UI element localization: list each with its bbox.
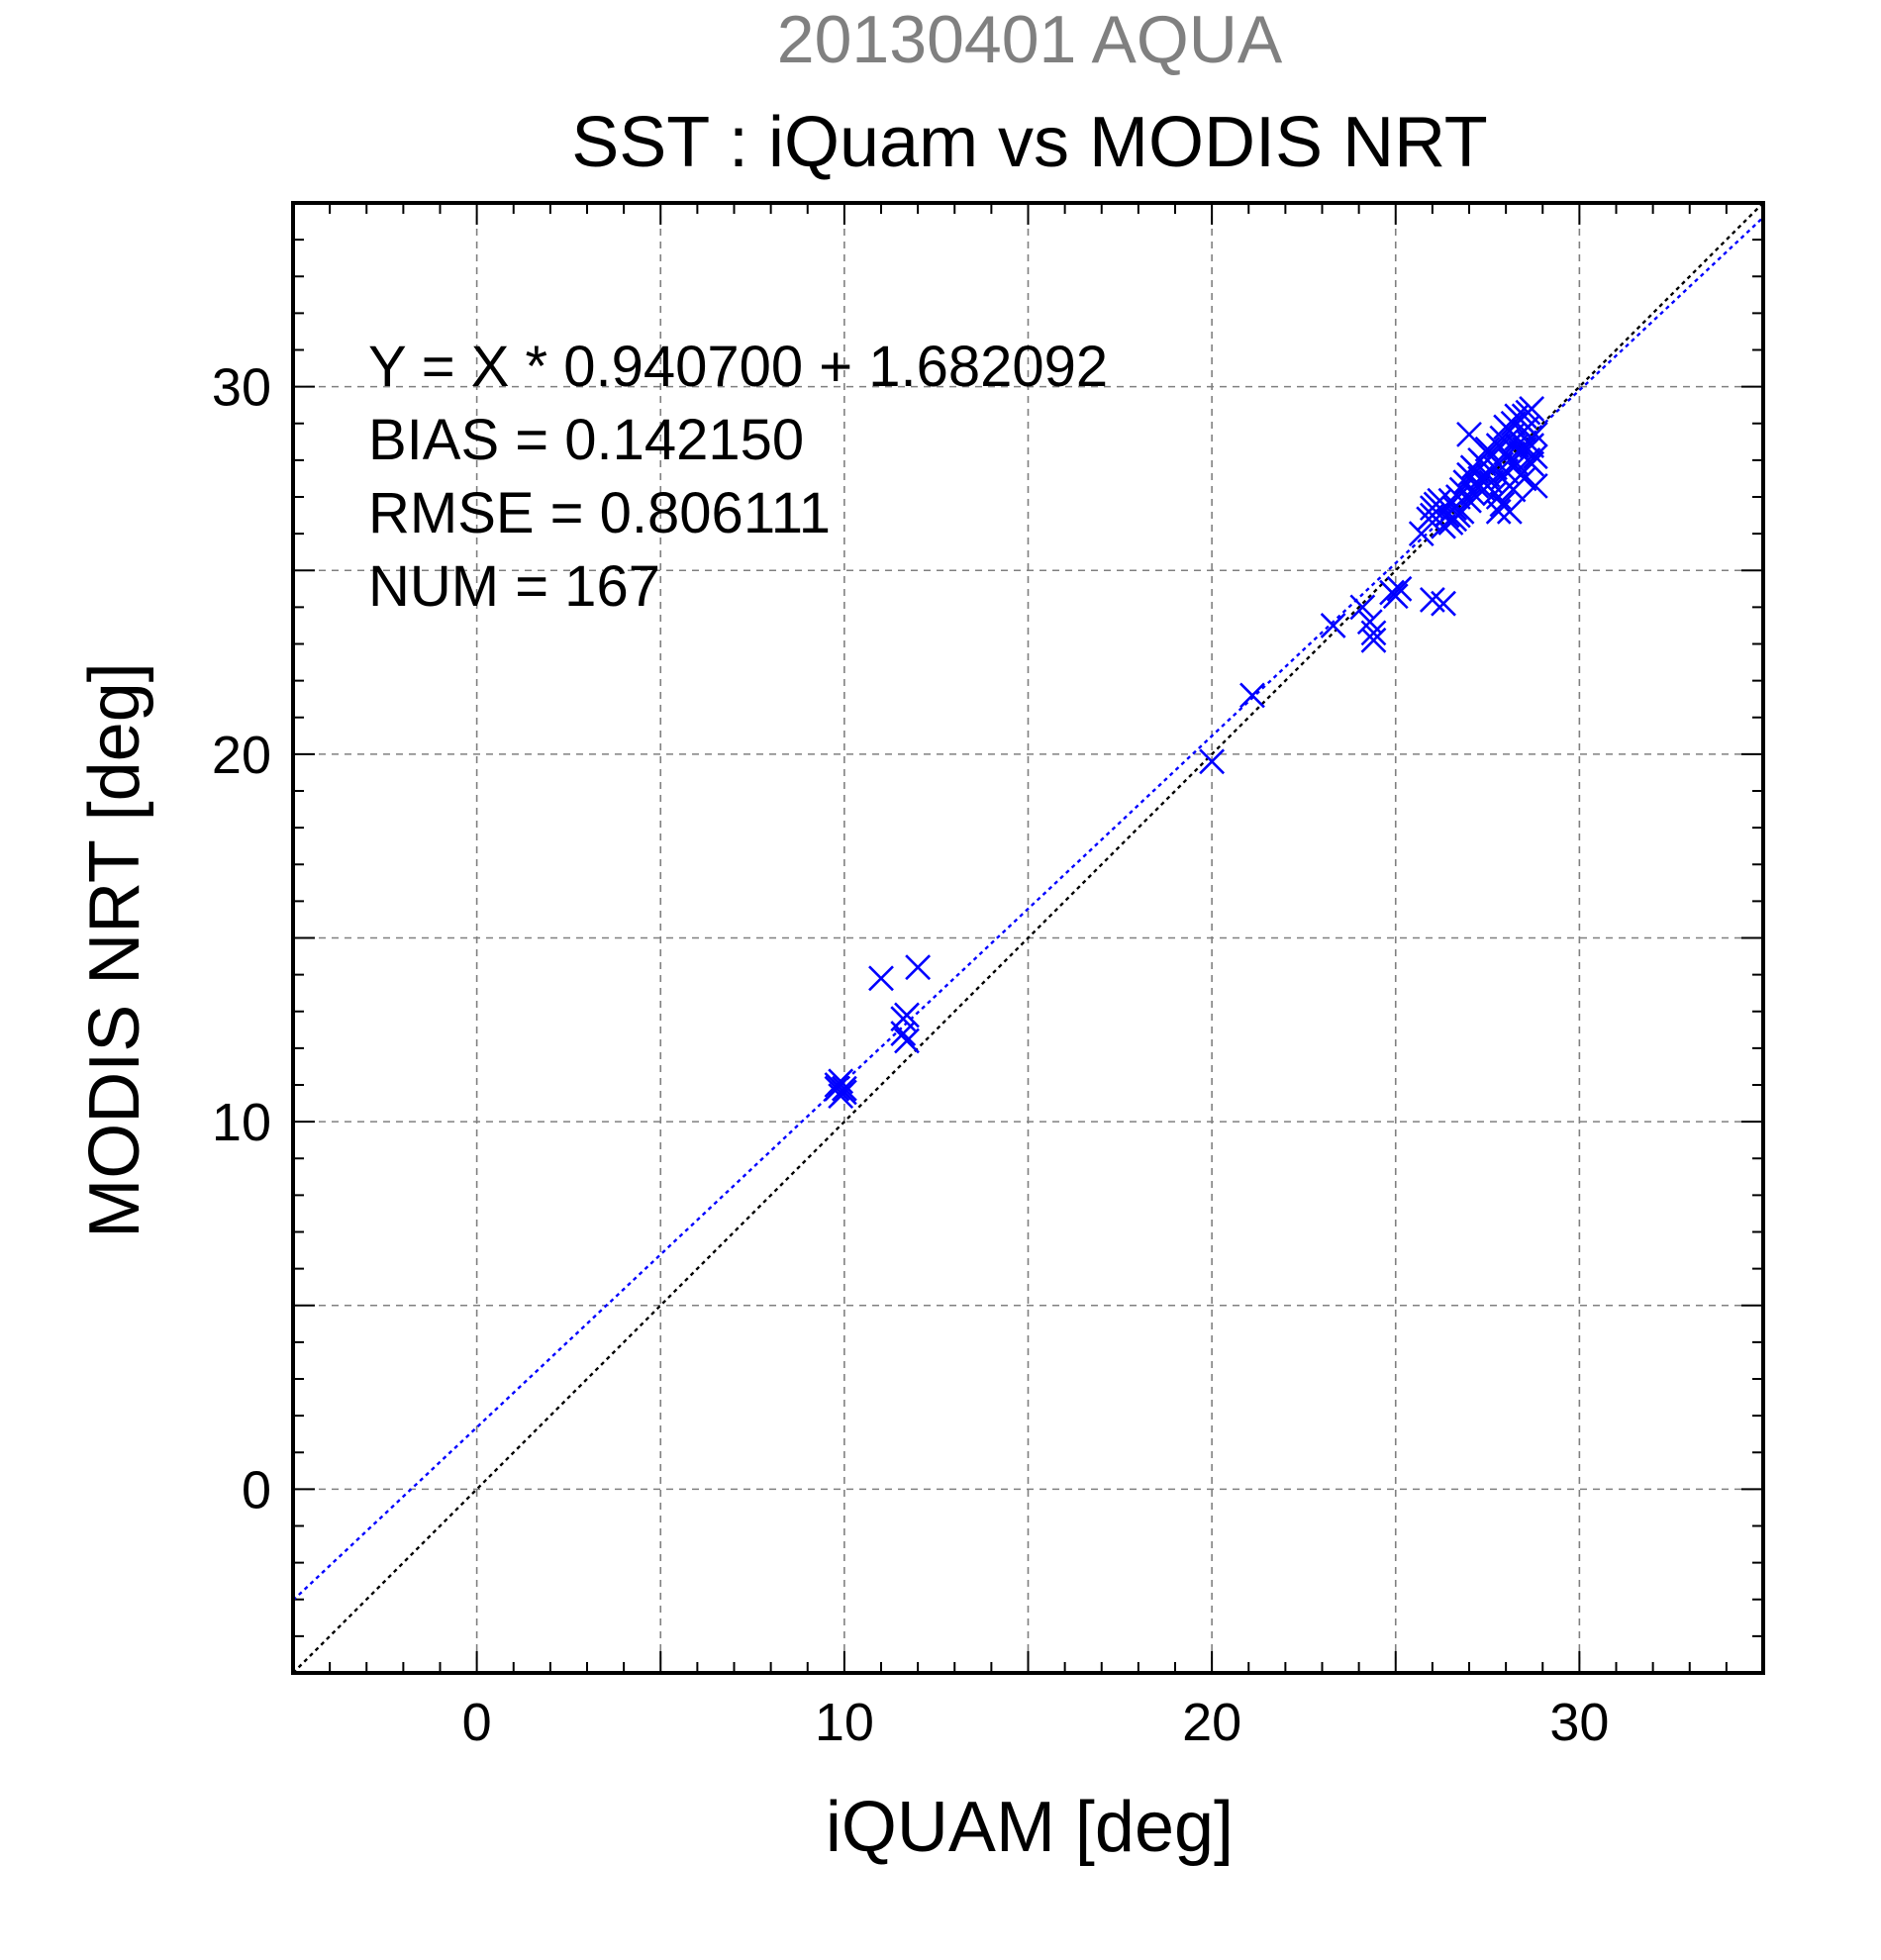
grid-lines <box>293 203 1763 1673</box>
data-point <box>1515 399 1541 426</box>
data-point <box>890 1021 917 1046</box>
chart-supertitle: 20130401 AQUA <box>777 2 1283 77</box>
plot-frame <box>291 201 1765 1675</box>
data-point <box>1431 590 1456 617</box>
data-point <box>868 965 894 992</box>
data-point <box>1448 498 1475 525</box>
chart-title: SST : iQuam vs MODIS NRT <box>571 103 1488 182</box>
data-point <box>1199 748 1226 775</box>
data-point <box>1522 472 1548 499</box>
data-point <box>1500 410 1527 437</box>
x-tick-label: 0 <box>462 1693 492 1752</box>
data-point <box>1511 465 1537 492</box>
data-point <box>1360 620 1387 646</box>
stats-annotations: Y = X * 0.940700 + 1.682092 BIAS = 0.1421… <box>368 335 1108 619</box>
identity-line <box>292 202 1764 1674</box>
y-tick-label: 30 <box>212 358 271 418</box>
stats-annotation-line: BIAS = 0.142150 <box>368 408 804 472</box>
x-tick-label: 30 <box>1549 1693 1609 1752</box>
data-point <box>1239 682 1265 709</box>
stats-annotation-line: RMSE = 0.806111 <box>368 481 831 545</box>
data-points <box>824 395 1548 1110</box>
data-point <box>1456 487 1482 514</box>
stats-annotation-line: NUM = 167 <box>368 554 660 619</box>
data-point <box>828 1083 854 1110</box>
data-point <box>1522 443 1548 470</box>
data-point <box>1496 498 1523 525</box>
y-axis-label: MODIS NRT [deg] <box>75 662 154 1238</box>
data-point <box>1386 575 1413 602</box>
data-point <box>1519 450 1545 477</box>
y-tick-label: 0 <box>242 1460 271 1519</box>
data-point <box>1456 421 1482 447</box>
y-tick-label: 10 <box>212 1093 271 1152</box>
data-point <box>1360 627 1387 653</box>
y-tick-label: 20 <box>212 726 271 785</box>
data-point <box>894 1028 920 1054</box>
x-axis-label: iQUAM [deg] <box>826 1788 1234 1867</box>
tick-labels: 0 10 20 30 0 10 20 30 <box>212 358 1609 1752</box>
data-point <box>1408 521 1435 547</box>
stats-annotation-line: Y = X * 0.940700 + 1.682092 <box>368 335 1108 399</box>
data-point <box>1349 594 1376 621</box>
data-point <box>1320 613 1346 638</box>
data-point <box>1382 583 1409 610</box>
x-tick-label: 20 <box>1182 1693 1241 1752</box>
x-tick-label: 10 <box>815 1693 874 1752</box>
data-point <box>831 1075 857 1102</box>
data-point <box>905 954 932 981</box>
data-point <box>824 1075 850 1102</box>
